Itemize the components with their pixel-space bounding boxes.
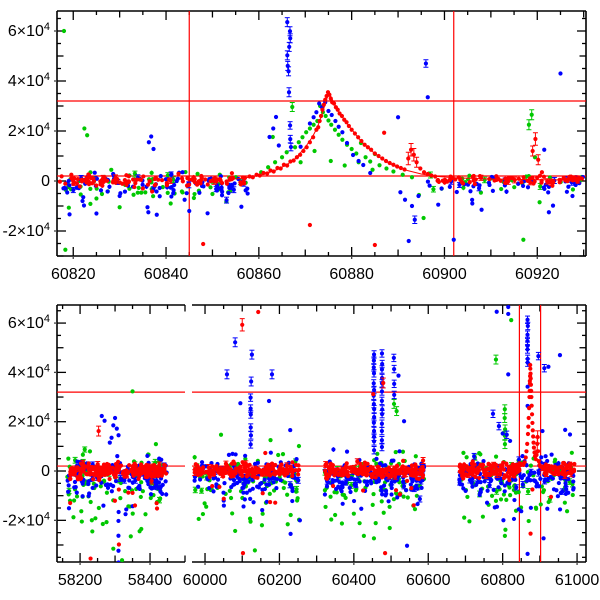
red-points bbox=[68, 309, 577, 561]
y-tick-label: -2×104 bbox=[3, 221, 51, 240]
y-tick-label: 6×104 bbox=[8, 313, 50, 332]
x-tick-label: 58200 bbox=[58, 572, 103, 589]
x-tick-label: 60860 bbox=[237, 266, 282, 283]
x-tick-label: 60900 bbox=[422, 266, 467, 283]
top-panel-data bbox=[57, 17, 585, 252]
x-tick-label: 60840 bbox=[144, 266, 189, 283]
y-tick-label: 0 bbox=[41, 173, 50, 190]
x-tick-label: 60600 bbox=[406, 572, 451, 589]
bottom-panel: 58200 58400 60000 60200 60400 60600 60800 61000… bbox=[3, 304, 600, 589]
y-tick-label: 2×104 bbox=[8, 121, 50, 140]
top-panel-tick-labels: 60820 60840 60860 60880 60900 60920 -2×104 0 2×1… bbox=[3, 21, 560, 283]
top-panel-ticks bbox=[54, 11, 586, 259]
top-panel-border bbox=[56, 10, 587, 257]
x-tick-label: 60800 bbox=[480, 572, 525, 589]
y-tick-label: 4×104 bbox=[8, 71, 50, 90]
y-tick-label: 2×104 bbox=[8, 412, 50, 431]
y-tick-label: 4×104 bbox=[8, 362, 50, 381]
y-tick-label: -2×104 bbox=[3, 510, 51, 529]
bottom-panel-ticks bbox=[54, 305, 586, 565]
x-tick-label: 60200 bbox=[257, 572, 302, 589]
x-tick-label: 60920 bbox=[515, 266, 560, 283]
top-panel: 60820 60840 60860 60880 60900 60920 -2×104 0 2×1… bbox=[3, 10, 587, 283]
red-points bbox=[57, 90, 585, 248]
bottom-panel-data bbox=[65, 305, 577, 562]
x-tick-label: 60400 bbox=[332, 572, 377, 589]
y-tick-label: 6×104 bbox=[8, 21, 50, 40]
x-tick-label: 60820 bbox=[51, 266, 96, 283]
x-tick-label: 61000 bbox=[555, 572, 600, 589]
x-tick-label: 60880 bbox=[329, 266, 374, 283]
x-tick-label: 58400 bbox=[128, 572, 173, 589]
x-tick-label: 60000 bbox=[183, 572, 228, 589]
bottom-panel-tick-labels: 58200 58400 60000 60200 60400 60600 60800 61000… bbox=[3, 313, 600, 589]
y-tick-label: 0 bbox=[41, 463, 50, 480]
